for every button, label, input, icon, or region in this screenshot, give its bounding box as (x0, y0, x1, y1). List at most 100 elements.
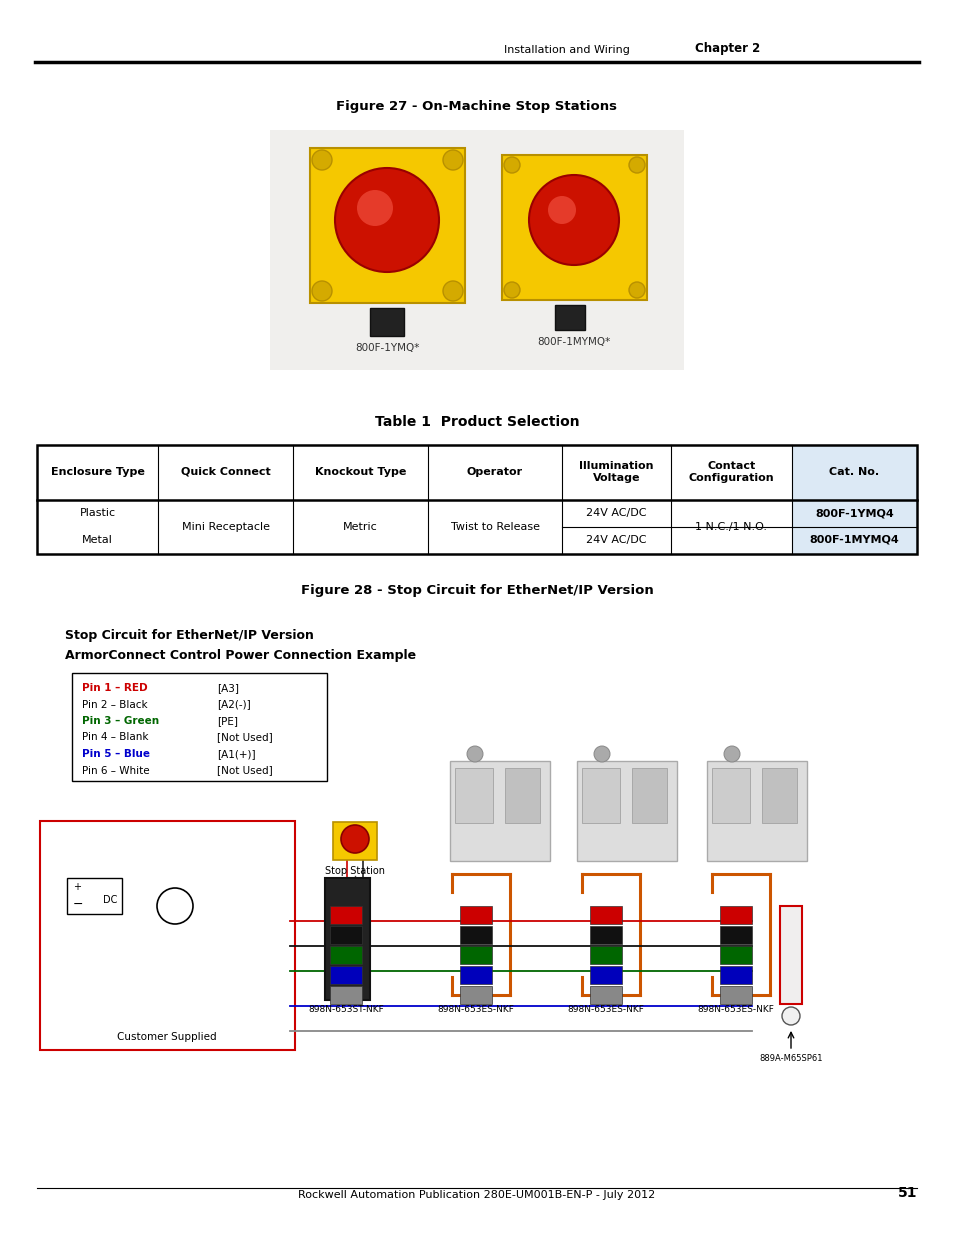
Text: Figure 28 - Stop Circuit for EtherNet/IP Version: Figure 28 - Stop Circuit for EtherNet/IP… (300, 584, 653, 597)
Bar (71, 673, 327, 781)
Bar (333, 823, 376, 860)
Text: 2: 2 (732, 930, 739, 940)
Circle shape (503, 282, 519, 298)
Text: 800F-1MYMQ4: 800F-1MYMQ4 (809, 535, 899, 545)
Bar (330, 906, 361, 924)
Text: Chapter 2: Chapter 2 (694, 42, 760, 56)
Text: [Not Used]: [Not Used] (216, 732, 273, 742)
Text: Pin 4 – Blank: Pin 4 – Blank (82, 732, 149, 742)
Circle shape (781, 1007, 800, 1025)
Circle shape (594, 746, 609, 762)
Text: Cat. No.: Cat. No. (828, 467, 879, 477)
Text: Metric: Metric (343, 522, 377, 532)
Text: Table 1  Product Selection: Table 1 Product Selection (375, 415, 578, 429)
Text: 889A-M65SP61: 889A-M65SP61 (759, 1053, 821, 1063)
Bar (270, 130, 683, 370)
Text: Stop Station: Stop Station (325, 866, 385, 876)
Text: 898N-653ES-NKF: 898N-653ES-NKF (567, 1005, 644, 1014)
Bar (330, 966, 361, 984)
Text: 800F-1MYMQ*: 800F-1MYMQ* (537, 337, 610, 347)
Text: 800F-1YMQ4: 800F-1YMQ4 (814, 508, 893, 517)
Text: 2: 2 (473, 930, 478, 940)
Text: Pin 5 – Blue: Pin 5 – Blue (82, 748, 150, 760)
Circle shape (529, 175, 618, 266)
Text: 3: 3 (342, 951, 349, 960)
Text: Contact
Configuration: Contact Configuration (688, 461, 773, 483)
Text: Installation and Wiring: Installation and Wiring (503, 44, 629, 56)
Circle shape (442, 149, 462, 170)
Bar (455, 768, 493, 823)
Text: [PE]: [PE] (216, 716, 237, 726)
Bar (501, 156, 646, 300)
Bar (720, 906, 751, 924)
Bar (459, 946, 492, 965)
Text: 5: 5 (342, 971, 349, 979)
Circle shape (628, 282, 644, 298)
Text: Illumination
Voltage: Illumination Voltage (578, 461, 653, 483)
Bar (589, 946, 621, 965)
Text: 6: 6 (342, 990, 349, 999)
Text: Pin 3 – Green: Pin 3 – Green (82, 716, 159, 726)
Text: DC: DC (103, 895, 117, 905)
Bar (459, 926, 492, 944)
Circle shape (503, 157, 519, 173)
Text: 1: 1 (342, 910, 349, 920)
Text: 2: 2 (342, 930, 349, 940)
Bar (581, 768, 619, 823)
Bar (720, 926, 751, 944)
Bar (325, 878, 370, 1000)
Text: 1: 1 (732, 910, 739, 920)
Text: ArmorConnect Control Power Connection Example: ArmorConnect Control Power Connection Ex… (65, 650, 416, 662)
Text: Rockwell Automation Publication 280E-UM001B-EN-P - July 2012: Rockwell Automation Publication 280E-UM0… (298, 1191, 655, 1200)
Text: Customer Supplied: Customer Supplied (117, 1032, 216, 1042)
Bar (67, 878, 122, 914)
Text: Operator: Operator (466, 467, 522, 477)
Circle shape (547, 196, 576, 224)
Bar (711, 768, 749, 823)
Text: [Not Used]: [Not Used] (216, 766, 273, 776)
Text: 1: 1 (473, 910, 478, 920)
Text: −: − (73, 898, 84, 911)
Bar (589, 966, 621, 984)
Bar (761, 768, 796, 823)
Text: 6: 6 (473, 990, 478, 999)
Bar (40, 821, 294, 1050)
Text: Figure 27 - On-Machine Stop Stations: Figure 27 - On-Machine Stop Stations (336, 100, 617, 112)
Bar (330, 986, 361, 1004)
Bar (589, 986, 621, 1004)
Circle shape (723, 746, 740, 762)
Text: 6: 6 (732, 990, 739, 999)
Bar (450, 761, 550, 861)
Bar (504, 768, 539, 823)
Circle shape (157, 888, 193, 924)
Text: 2: 2 (602, 930, 608, 940)
Text: 1 N.C./1 N.O.: 1 N.C./1 N.O. (695, 522, 766, 532)
Bar (330, 946, 361, 965)
Text: [A2(-)]: [A2(-)] (216, 699, 251, 709)
Bar (310, 148, 464, 303)
Circle shape (442, 282, 462, 301)
Text: +: + (73, 882, 81, 892)
Text: 800F-1YMQ*: 800F-1YMQ* (355, 343, 418, 353)
Text: 5: 5 (473, 971, 478, 979)
Circle shape (312, 282, 332, 301)
Bar (37, 445, 916, 555)
Circle shape (335, 168, 438, 272)
Bar (589, 906, 621, 924)
Text: Mini Receptacle: Mini Receptacle (182, 522, 270, 532)
Text: Quick Connect: Quick Connect (181, 467, 271, 477)
Bar (589, 926, 621, 944)
Circle shape (628, 157, 644, 173)
Bar (577, 761, 677, 861)
Circle shape (312, 149, 332, 170)
Text: Metal: Metal (82, 535, 113, 545)
Bar (791, 445, 916, 555)
Text: 24V AC/DC: 24V AC/DC (585, 508, 646, 517)
Text: 51: 51 (897, 1186, 916, 1200)
Text: 24V AC/DC: 24V AC/DC (585, 535, 646, 545)
Text: 898N-653ES-NKF: 898N-653ES-NKF (697, 1005, 774, 1014)
Text: Pin 2 – Black: Pin 2 – Black (82, 699, 148, 709)
Text: 5: 5 (602, 971, 608, 979)
Text: 898N-653ST-NKF: 898N-653ST-NKF (308, 1005, 383, 1014)
Text: CR: CR (168, 902, 182, 911)
